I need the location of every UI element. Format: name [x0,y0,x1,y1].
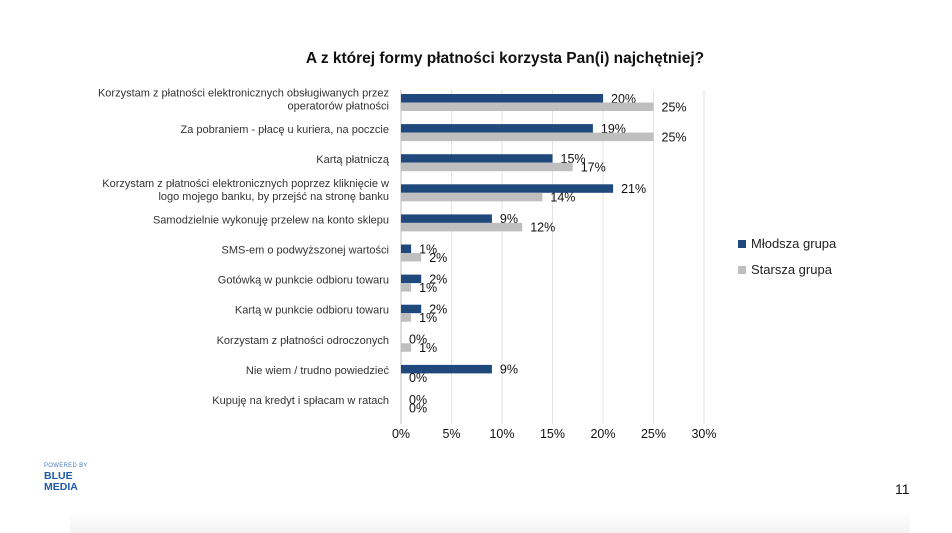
data-label: 2% [429,302,447,316]
category-label: Korzystam z płatności elektronicznych po… [102,178,389,190]
data-label: 2% [429,272,447,286]
bar [401,192,543,202]
category-label: Nie wiem / trudno powiedzieć [246,365,390,377]
bar [401,283,412,292]
category-label: Gotówką w punkcie odbioru towaru [218,275,389,287]
bar [401,364,492,374]
data-label: 21% [621,182,646,196]
bar [401,214,492,223]
page-number: 11 [895,481,910,497]
category-label: Kartą płatniczą [316,154,390,166]
category-label: SMS-em o podwyższonej wartości [221,245,389,257]
legend-label: Młodsza grupa [751,236,837,251]
data-label: 1% [419,281,437,295]
bar [401,162,573,172]
x-tick-label: 20% [590,427,615,441]
data-label: 0% [409,401,427,415]
brand-name: BLUE MEDIA [44,470,78,493]
category-label: logo mojego banku, by przejść na stronę … [158,191,389,203]
data-label: 19% [601,122,626,136]
data-label: 0% [409,393,427,407]
x-tick-label: 5% [442,427,460,441]
brand-logo: POWERED BY BLUE MEDIA [44,463,94,493]
x-tick-label: 30% [691,427,716,441]
data-label: 1% [419,341,437,355]
bar [401,124,593,133]
bar [401,274,422,284]
bar [401,222,523,232]
data-label: 1% [419,242,437,256]
bar [401,132,654,142]
data-label: 12% [530,221,555,235]
chart-title: A z której formy płatności korzysta Pan(… [305,50,705,67]
category-label: operatorów płatności [287,101,389,113]
bar [401,313,412,322]
data-label: 15% [561,152,586,166]
category-label: Samodzielnie wykonuję przelew na konto s… [153,214,389,226]
bar [401,244,412,253]
data-label: 25% [662,130,687,144]
data-label: 2% [429,251,447,265]
data-label: 17% [581,160,606,174]
data-label: 14% [550,191,575,205]
data-label: 9% [500,212,518,226]
category-label: Kupuję na kredyt i spłacam w ratach [212,395,389,407]
category-label: Za pobraniem - płacę u kuriera, na poczc… [181,124,390,136]
data-label: 0% [409,371,427,385]
x-tick-label: 15% [540,427,565,441]
category-label: Kartą w punkcie odbioru towaru [235,305,389,317]
footer-divider [70,512,910,533]
data-label: 25% [662,100,687,114]
bar [401,102,654,111]
bar [401,304,422,314]
bar [401,94,603,103]
bar [401,154,553,163]
data-label: 1% [419,311,437,325]
category-label: Korzystam z płatności elektronicznych ob… [98,88,389,100]
legend-swatch [738,266,746,274]
x-tick-label: 0% [392,427,410,441]
category-label: Korzystam z płatności odroczonych [217,335,389,347]
bar [401,253,422,262]
bar [401,184,614,193]
data-label: 9% [500,363,518,377]
data-label: 0% [409,333,427,347]
x-tick-label: 25% [641,427,666,441]
x-tick-label: 10% [489,427,514,441]
bar [401,343,412,352]
data-label: 20% [611,92,636,106]
legend-swatch [738,240,746,248]
powered-by-label: POWERED BY [44,463,88,469]
legend-label: Starsza grupa [751,262,833,277]
